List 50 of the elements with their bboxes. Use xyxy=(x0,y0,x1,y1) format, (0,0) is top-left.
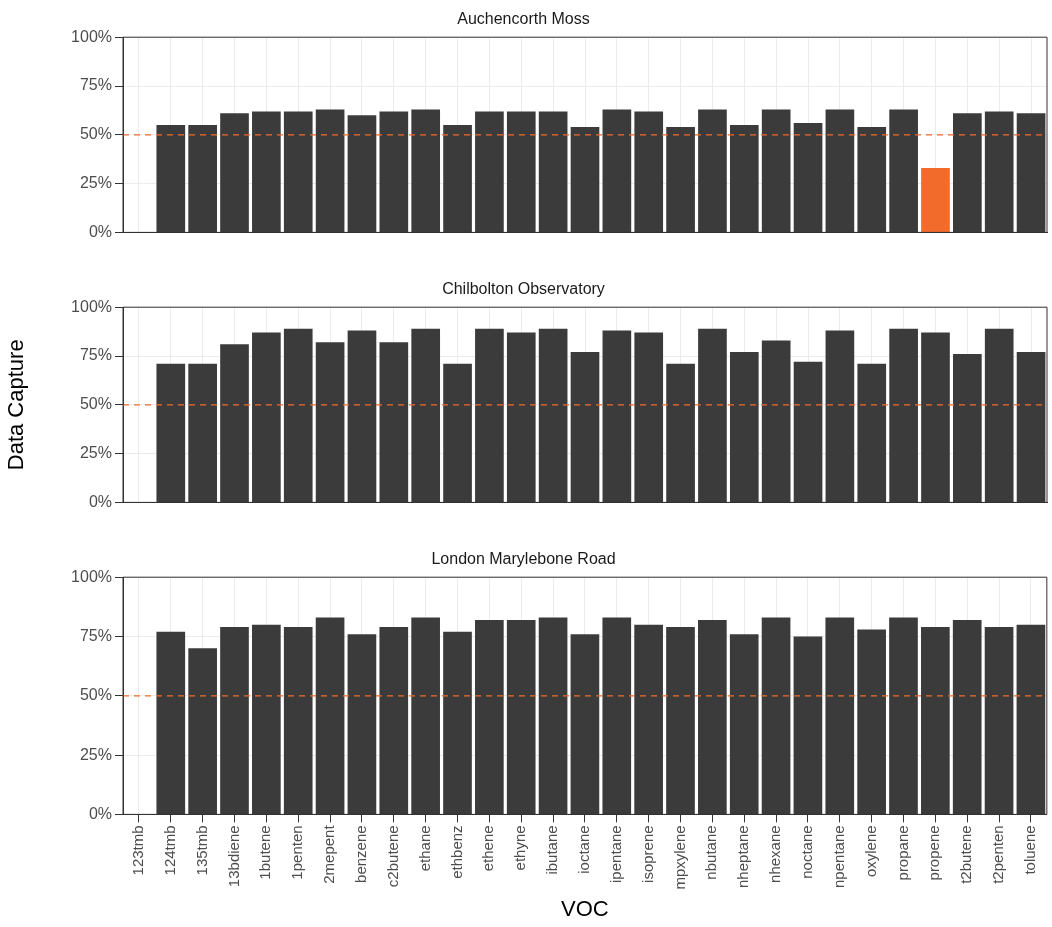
x-tick-label: 135tmb xyxy=(192,825,210,876)
y-tick-label: 0% xyxy=(88,222,112,240)
x-tick-label: toluene xyxy=(1021,825,1039,875)
chart-title: London Marylebone Road xyxy=(431,550,616,568)
x-tick-label: ethene xyxy=(479,825,497,872)
x-tick-label: ibutane xyxy=(543,825,561,875)
y-tick-label: 75% xyxy=(79,76,112,94)
bar xyxy=(921,167,950,232)
x-tick-label: npentane xyxy=(829,825,847,888)
x-tick-label: 13bdiene xyxy=(224,825,242,888)
y-tick-label: 25% xyxy=(79,174,112,192)
y-tick-label: 50% xyxy=(79,686,112,704)
x-tick-label: mpxylene xyxy=(670,825,688,890)
x-tick-label: c2butene xyxy=(383,825,401,888)
x-tick-label: ethbenz xyxy=(447,825,465,879)
y-tick-label: 100% xyxy=(71,297,112,315)
y-tick-label: 0% xyxy=(88,804,112,822)
x-axis-title: VOC xyxy=(561,895,609,921)
x-tick-label: benzene xyxy=(352,825,370,883)
x-tick-label: 1penten xyxy=(288,825,306,880)
y-tick-label: 75% xyxy=(79,346,112,364)
x-tick-label: noctane xyxy=(798,825,816,879)
x-tick-label: propane xyxy=(893,825,911,881)
x-tick-label: nbutane xyxy=(702,825,720,880)
chart-title: Chilbolton Observatory xyxy=(442,280,605,298)
x-tick-label: t2penten xyxy=(989,825,1007,884)
y-axis-title: Data Capture xyxy=(3,339,29,471)
x-tick-label: isoprene xyxy=(638,825,656,883)
x-tick-label: ipentane xyxy=(606,825,624,883)
x-tick-label: ethane xyxy=(415,825,433,872)
y-tick-label: 75% xyxy=(79,626,112,644)
y-tick-label: 50% xyxy=(79,125,112,143)
chart-title: Auchencorth Moss xyxy=(457,10,590,28)
x-tick-label: nheptane xyxy=(734,825,752,888)
x-tick-label: oxylene xyxy=(861,825,879,878)
x-tick-label: 123tmb xyxy=(129,825,147,876)
y-tick-label: 50% xyxy=(79,395,112,413)
x-tick-label: t2butene xyxy=(957,825,975,884)
x-tick-label: ethyne xyxy=(511,825,529,871)
x-tick-label: ioctane xyxy=(575,825,593,874)
x-tick-label: 1butene xyxy=(256,825,274,880)
y-tick-label: 100% xyxy=(71,567,112,585)
y-tick-label: 0% xyxy=(88,492,112,510)
y-tick-label: 25% xyxy=(79,444,112,462)
x-tick-label: propene xyxy=(925,825,943,881)
y-tick-label: 25% xyxy=(79,745,112,763)
x-tick-label: nhexane xyxy=(766,825,784,883)
x-tick-label: 124tmb xyxy=(160,825,178,876)
x-tick-label: 2mepent xyxy=(320,824,338,884)
y-tick-label: 100% xyxy=(71,27,112,45)
